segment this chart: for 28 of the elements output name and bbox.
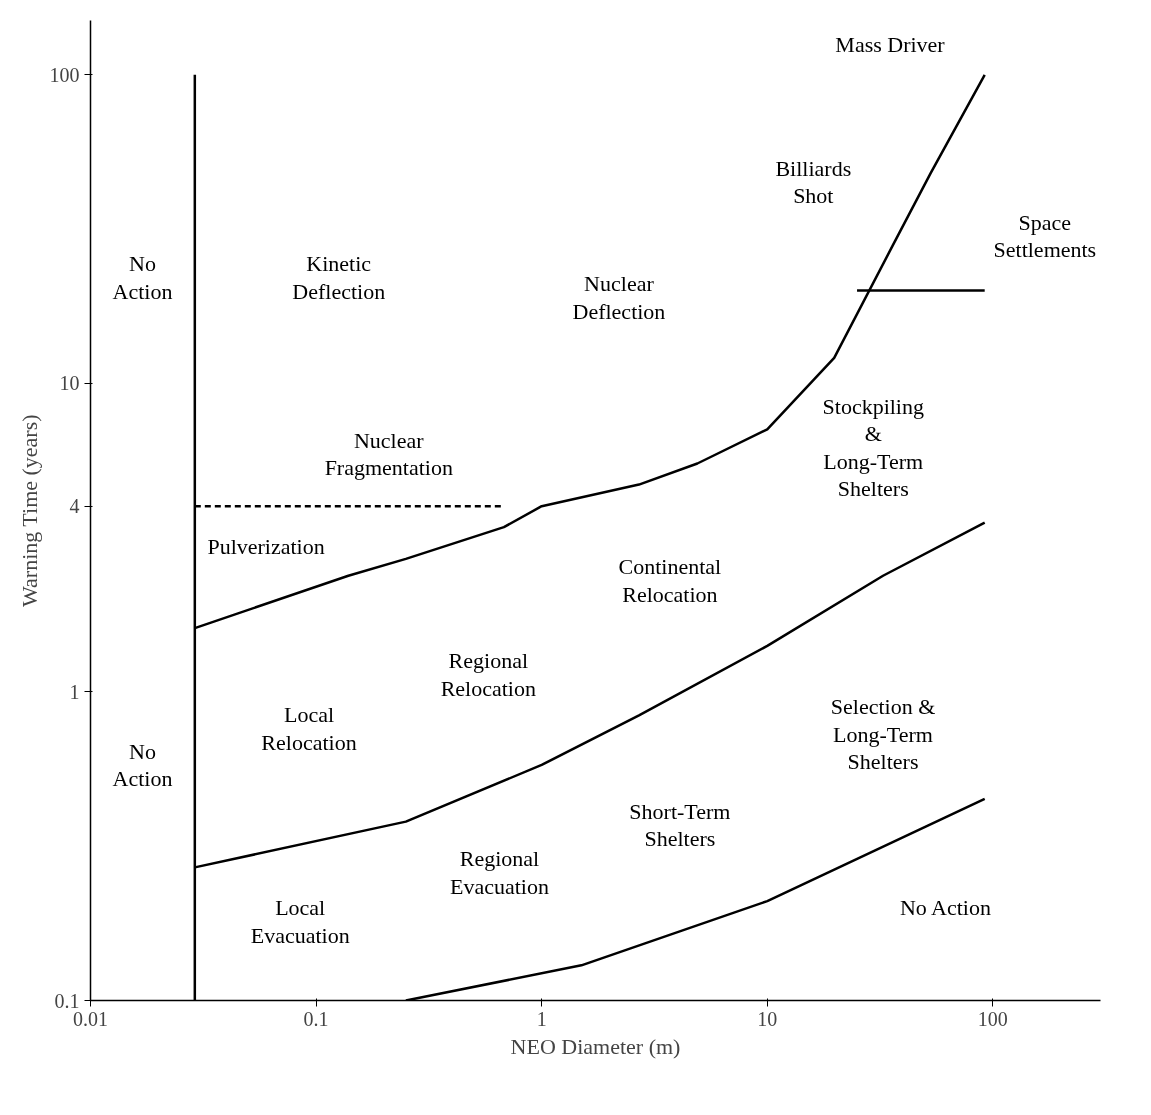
y-axis-title: Warning Time (years): [16, 414, 42, 607]
annotation: Short-Term Shelters: [629, 798, 731, 852]
annotation: Pulverization: [207, 534, 325, 560]
annotation: Billiards Shot: [775, 155, 852, 209]
x-axis-title: NEO Diameter (m): [510, 1033, 681, 1059]
annotation: Local Relocation: [261, 702, 357, 755]
annotation: Mass Driver: [835, 32, 946, 58]
annotation: Nuclear Deflection: [572, 271, 666, 324]
annotation: Stockpiling & Long-Term Shelters: [822, 393, 924, 502]
x-tick-label: 0.1: [303, 1007, 329, 1030]
annotation: Kinetic Deflection: [292, 251, 386, 304]
annotation: Local Evacuation: [250, 895, 350, 948]
y-tick-label: 10: [59, 372, 80, 395]
annotation: No Action: [899, 895, 991, 921]
annotation: Nuclear Fragmentation: [324, 427, 453, 481]
y-tick-label: 1: [69, 680, 80, 703]
y-tick-label: 4: [69, 495, 80, 518]
x-tick-label: 1: [536, 1007, 547, 1030]
annotation: Regional Relocation: [440, 648, 536, 701]
annotation: Selection & Long-Term Shelters: [830, 694, 936, 775]
annotation: Space Settlements: [993, 209, 1097, 263]
x-tick-label: 100: [977, 1007, 1008, 1030]
annotation: Continental Relocation: [618, 554, 722, 607]
x-tick-label: 10: [757, 1007, 778, 1030]
annotation: No Action: [112, 738, 173, 792]
annotation: Regional Evacuation: [450, 846, 549, 899]
annotation: No Action: [112, 251, 173, 304]
y-tick-label: 100: [49, 63, 80, 86]
